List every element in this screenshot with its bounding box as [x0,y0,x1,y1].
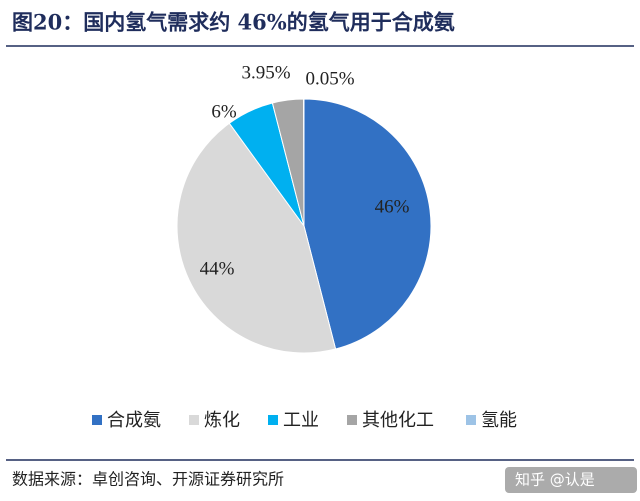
source: 数据来源：卓创咨询、开源证券研究所 [12,470,284,489]
chart-title: 图20：国内氢气需求约 46%的氢气用于合成氨 [12,10,455,35]
legend-swatch [189,415,199,425]
data-label: 6% [211,101,237,122]
data-label: 46% [375,196,410,217]
watermark-bg [505,467,637,493]
pie-slice [176,122,337,354]
data-label: 44% [200,258,235,279]
legend-label: 氢能 [481,410,517,431]
legend-label: 工业 [283,410,319,431]
legend-swatch [268,415,278,425]
legend-label: 合成氨 [107,410,161,431]
pie-slice [303,98,432,350]
legend-swatch [92,415,102,425]
legend-swatch [347,415,357,425]
watermark: 知乎 @认是 [515,471,595,489]
data-label: 3.95% [241,62,290,83]
legend-label: 炼化 [204,410,240,431]
legend-label: 其他化工 [362,410,434,431]
legend-swatch [466,415,476,425]
data-label: 0.05% [305,68,354,89]
